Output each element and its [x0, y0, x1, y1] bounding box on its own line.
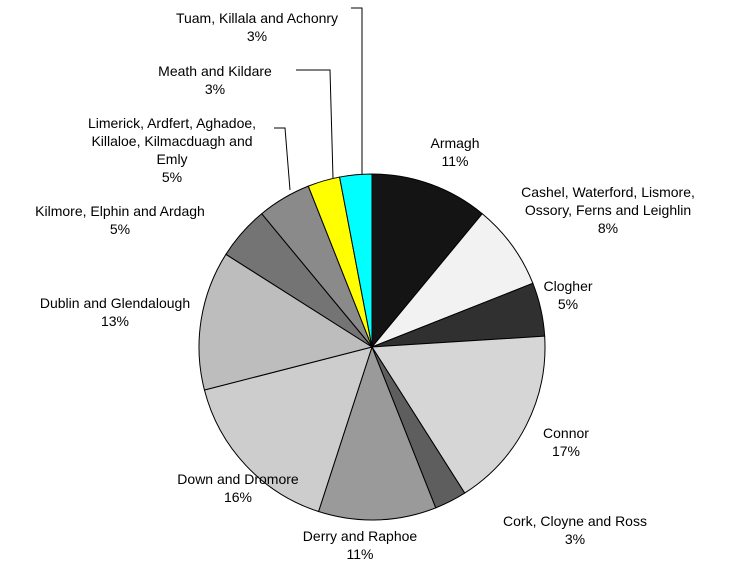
slice-label-value: 8% [597, 220, 619, 236]
slice-label-value: 11% [441, 153, 469, 169]
slice-label-value: 16% [223, 489, 253, 505]
slice-label-name: Derry and Raphoe [302, 528, 418, 544]
slice-label-value: 17% [551, 443, 581, 459]
slice-label: Limerick, Ardfert, Aghadoe, Killaloe, Ki… [77, 114, 267, 186]
slice-label-value: 3% [204, 81, 226, 97]
leader-line [296, 69, 334, 179]
slice-label: Armagh 11% [395, 134, 515, 170]
slice-label-value: 13% [100, 313, 130, 329]
slice-label-name: Armagh [430, 135, 480, 151]
slice-label: Dublin and Glendalough 13% [20, 294, 210, 330]
slice-label: Meath and Kildare 3% [135, 62, 295, 98]
slice-label-value: 5% [109, 221, 131, 237]
slice-label: Cashel, Waterford, Lismore, Ossory, Fern… [513, 183, 703, 237]
slice-label-value: 5% [557, 296, 579, 312]
slice-label-name: Connor [543, 425, 589, 441]
slice-label: Cork, Cloyne and Ross 3% [480, 512, 670, 548]
slice-label-name: Dublin and Glendalough [39, 295, 191, 311]
slice-label: Kilmore, Elphin and Ardagh 5% [20, 202, 220, 238]
slice-label: Clogher 5% [518, 277, 618, 313]
pie-slice [198, 253, 374, 391]
slice-label-name: Meath and Kildare [158, 63, 272, 79]
slice-label-name: Tuam, Killala and Achonry [175, 10, 339, 26]
slice-label: Down and Dromore 16% [158, 470, 318, 506]
slice-label-name: Clogher [543, 278, 593, 294]
slice-label: Derry and Raphoe 11% [280, 527, 440, 563]
slice-label: Connor 17% [516, 424, 616, 460]
slice-label-name: Cork, Cloyne and Ross [503, 513, 647, 529]
pie-slice [203, 346, 373, 513]
pie-slice [338, 173, 373, 348]
slice-label-name: Down and Dromore [177, 471, 299, 487]
pie-slice [371, 335, 546, 494]
slice-label-value: 11% [346, 546, 374, 562]
slice-label-name: Limerick, Ardfert, Aghadoe, Killaloe, Ki… [87, 115, 257, 167]
pie-slice [371, 173, 483, 349]
slice-label-value: 3% [246, 28, 268, 44]
leader-line [274, 127, 291, 191]
slice-label-value: 3% [564, 531, 586, 547]
slice-label: Tuam, Killala and Achonry 3% [157, 9, 357, 45]
slice-label-value: 5% [161, 169, 183, 185]
slice-label-name: Kilmore, Elphin and Ardagh [35, 203, 205, 219]
slice-label-name: Cashel, Waterford, Lismore, Ossory, Fern… [521, 184, 695, 218]
leader-line [351, 7, 363, 175]
pie-slice [317, 345, 437, 521]
